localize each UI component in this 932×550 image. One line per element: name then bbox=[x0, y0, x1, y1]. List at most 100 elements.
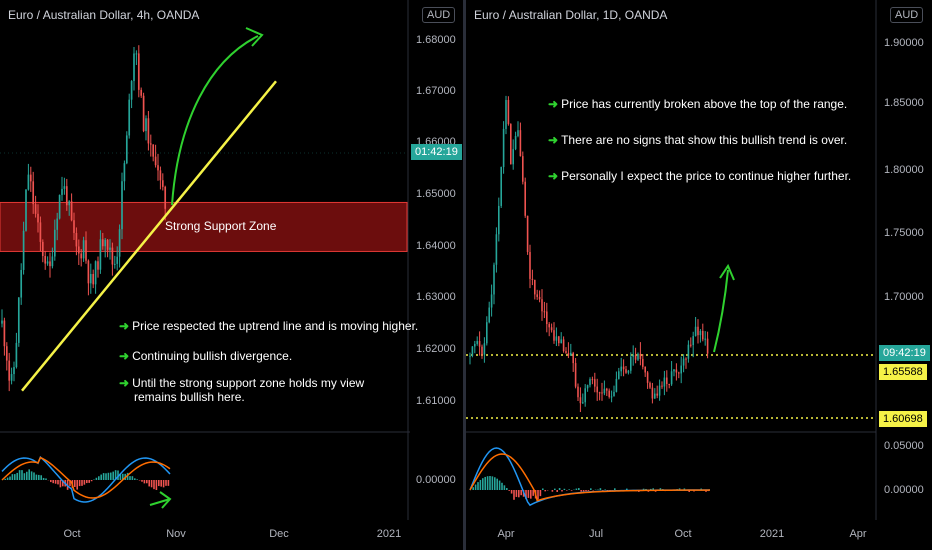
candle-body bbox=[10, 374, 13, 381]
candle-body bbox=[706, 338, 709, 354]
candle-body bbox=[526, 215, 529, 253]
candle-body bbox=[694, 326, 697, 337]
candle-body bbox=[1, 320, 3, 324]
left-y-tick: 1.68000 bbox=[416, 34, 456, 46]
right-chart-canvas[interactable] bbox=[466, 0, 932, 550]
candle-body bbox=[142, 95, 145, 132]
candle-body bbox=[99, 239, 102, 270]
candle-body bbox=[147, 118, 150, 144]
candle-body bbox=[658, 385, 661, 396]
macd-histogram-bar bbox=[162, 480, 165, 488]
candle-body bbox=[608, 390, 610, 397]
candle-body bbox=[534, 279, 536, 295]
macd-histogram-bar bbox=[482, 478, 484, 490]
macd-histogram-bar bbox=[537, 490, 539, 500]
left-note-2: ➜ Continuing bullish divergence. bbox=[119, 349, 292, 363]
candle-body bbox=[685, 358, 687, 360]
candle-body bbox=[39, 222, 42, 242]
candle-body bbox=[113, 263, 116, 265]
candle-body bbox=[522, 156, 524, 182]
candle-body bbox=[49, 261, 51, 267]
candle-body bbox=[140, 89, 143, 96]
candle-body bbox=[656, 393, 658, 396]
candle-body bbox=[121, 181, 123, 230]
macd-histogram-bar bbox=[126, 472, 129, 480]
right-y-tick: 1.90000 bbox=[884, 37, 924, 49]
macd-histogram-bar bbox=[57, 480, 59, 485]
candle-body bbox=[507, 99, 510, 125]
candle-body bbox=[68, 201, 71, 206]
candle-body bbox=[618, 371, 620, 379]
macd-histogram-bar bbox=[525, 490, 527, 500]
projection-curve bbox=[713, 269, 729, 353]
macd-histogram-bar bbox=[578, 488, 580, 490]
macd-histogram-bar bbox=[117, 470, 119, 480]
candle-body bbox=[567, 352, 570, 356]
candle-body bbox=[157, 165, 159, 171]
macd-histogram-bar bbox=[38, 474, 40, 480]
candle-body bbox=[123, 163, 126, 182]
macd-histogram-bar bbox=[486, 476, 489, 490]
support-zone bbox=[0, 201, 408, 252]
candle-body bbox=[70, 201, 73, 221]
macd-histogram-bar bbox=[62, 480, 64, 487]
panel-divider[interactable] bbox=[463, 0, 466, 550]
macd-histogram-bar bbox=[59, 480, 62, 488]
candle-body bbox=[577, 386, 579, 398]
macd-histogram-bar bbox=[554, 488, 556, 490]
candle-body bbox=[666, 377, 668, 384]
macd-histogram-bar bbox=[102, 473, 105, 480]
candle-body bbox=[85, 240, 87, 261]
candle-body bbox=[87, 260, 90, 284]
macd-histogram-bar bbox=[14, 474, 16, 480]
macd-histogram-bar bbox=[659, 488, 662, 490]
candle-body bbox=[690, 344, 692, 346]
left-chart-panel[interactable]: Euro / Australian Dollar, 4h, OANDA AUD … bbox=[0, 0, 463, 550]
macd-histogram-bar bbox=[566, 490, 568, 491]
right-note-text: Personally I expect the price to continu… bbox=[561, 169, 852, 183]
macd-histogram-bar bbox=[705, 490, 707, 492]
macd-histogram-bar bbox=[143, 480, 146, 484]
candle-body bbox=[137, 53, 140, 90]
candle-body bbox=[486, 322, 488, 344]
macd-histogram-bar bbox=[510, 490, 513, 494]
macd-histogram-bar bbox=[28, 469, 30, 480]
candle-body bbox=[586, 385, 589, 389]
right-currency-badge[interactable]: AUD bbox=[890, 7, 924, 23]
macd-histogram-bar bbox=[642, 488, 645, 490]
candle-body bbox=[94, 261, 97, 285]
macd-histogram-bar bbox=[81, 480, 83, 486]
candle-body bbox=[697, 326, 699, 336]
macd-histogram-bar bbox=[582, 490, 585, 492]
macd-histogram-bar bbox=[83, 480, 86, 485]
macd-histogram-bar bbox=[167, 480, 170, 486]
projection-arrowhead bbox=[245, 27, 264, 47]
macd-histogram-bar bbox=[532, 490, 534, 496]
left-currency-badge[interactable]: AUD bbox=[422, 7, 456, 23]
signal-line bbox=[469, 453, 711, 502]
macd-histogram-bar bbox=[78, 480, 81, 487]
macd-histogram-bar bbox=[520, 490, 522, 496]
macd-histogram-bar bbox=[590, 488, 592, 490]
left-chart-canvas[interactable] bbox=[0, 0, 463, 550]
candle-body bbox=[32, 181, 35, 205]
arrow-right-icon: ➜ bbox=[119, 376, 130, 390]
candle-body bbox=[493, 264, 495, 295]
candle-body bbox=[61, 188, 63, 195]
candle-body bbox=[483, 343, 486, 355]
candle-body bbox=[610, 396, 613, 398]
macd-histogram-bar bbox=[498, 480, 501, 490]
right-chart-panel[interactable]: Euro / Australian Dollar, 1D, OANDA AUD … bbox=[466, 0, 932, 550]
candle-body bbox=[625, 369, 627, 373]
macd-histogram-bar bbox=[86, 480, 88, 484]
macd-histogram-bar bbox=[585, 490, 587, 492]
macd-histogram-bar bbox=[556, 490, 558, 492]
left-y-tick: 1.64000 bbox=[416, 240, 456, 252]
candle-body bbox=[536, 294, 538, 297]
candle-body bbox=[642, 358, 644, 367]
candle-body bbox=[548, 324, 550, 328]
candle-body bbox=[92, 274, 95, 285]
macd-histogram-bar bbox=[6, 477, 9, 480]
candle-body bbox=[502, 128, 505, 168]
macd-histogram-bar bbox=[561, 490, 563, 492]
